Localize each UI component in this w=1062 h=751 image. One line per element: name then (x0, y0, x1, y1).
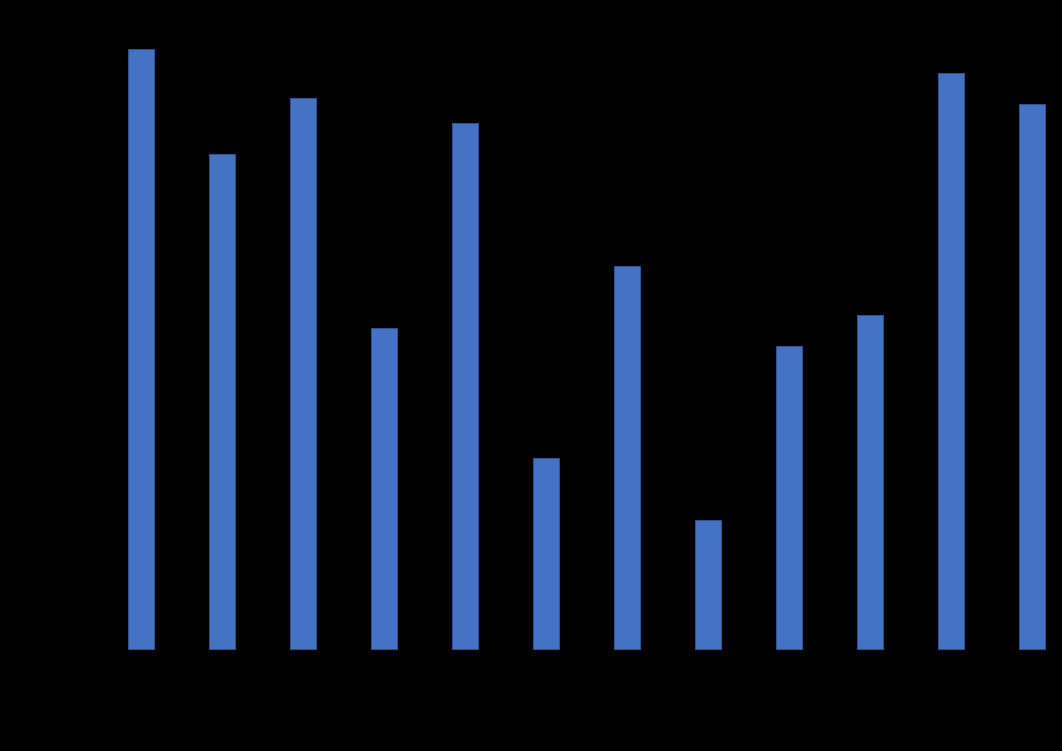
bar-2 (209, 154, 236, 650)
bar-4 (371, 328, 398, 650)
bar-7 (614, 266, 641, 650)
bar-chart (100, 30, 1050, 650)
bar-12 (1019, 104, 1046, 650)
bar-10 (857, 315, 884, 650)
bar-11 (938, 73, 965, 650)
bar-8 (695, 520, 722, 650)
bar-1 (128, 49, 155, 650)
plot-area (100, 30, 1050, 650)
bar-5 (452, 123, 479, 650)
bar-9 (776, 346, 803, 650)
bar-3 (290, 98, 317, 650)
bar-6 (533, 458, 560, 650)
